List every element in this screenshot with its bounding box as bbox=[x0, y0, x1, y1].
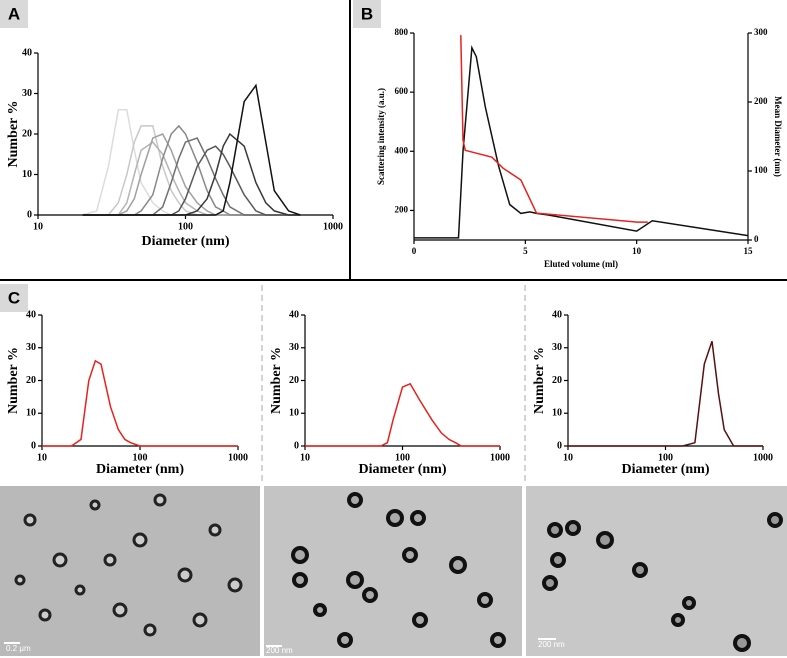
x-tick-label: 0 bbox=[412, 246, 417, 256]
y-tick-label: 30 bbox=[289, 342, 299, 353]
scale-bar-label: 200 nm bbox=[266, 646, 293, 655]
y-axis-label: Number % bbox=[269, 347, 284, 414]
y-tick-label: 20 bbox=[552, 375, 562, 386]
x-tick-label: 10 bbox=[37, 452, 47, 463]
tem-image: 200 nm bbox=[264, 486, 522, 656]
data-line bbox=[42, 359, 238, 447]
y-tick-label: 30 bbox=[552, 342, 562, 353]
data-line bbox=[460, 35, 648, 223]
y-tick-label: 20 bbox=[289, 375, 299, 386]
data-line bbox=[82, 132, 301, 216]
x-tick-label: 1000 bbox=[323, 221, 343, 232]
tem-image: 0.2 µm bbox=[0, 486, 260, 656]
data-line bbox=[82, 124, 301, 216]
panel-label-box bbox=[0, 284, 28, 312]
y2-tick-label: 300 bbox=[754, 27, 768, 37]
x-axis-label: Diameter (nm) bbox=[96, 462, 184, 477]
x-tick-label: 1000 bbox=[753, 452, 773, 463]
y-tick-label: 10 bbox=[289, 408, 299, 419]
y-tick-label: 40 bbox=[289, 309, 299, 320]
y-tick-label: 30 bbox=[26, 342, 36, 353]
y-tick-label: 0 bbox=[27, 209, 32, 220]
y-tick-label: 40 bbox=[552, 309, 562, 320]
y-tick-label: 20 bbox=[22, 128, 32, 139]
data-line bbox=[82, 125, 301, 216]
y-axis-label: Number % bbox=[6, 347, 21, 414]
data-line bbox=[82, 133, 301, 216]
y-tick-label: 800 bbox=[395, 27, 409, 37]
data-line bbox=[568, 340, 763, 447]
tem-image: 200 nm bbox=[526, 486, 787, 656]
x-tick-label: 15 bbox=[744, 246, 754, 256]
y2-tick-label: 100 bbox=[754, 165, 768, 175]
x-tick-label: 100 bbox=[178, 221, 193, 232]
x-axis-label: Diameter (nm) bbox=[622, 462, 710, 477]
x-axis-label: Eluted volume (ml) bbox=[544, 259, 618, 269]
x-tick-label: 1000 bbox=[228, 452, 248, 463]
panel-label: A bbox=[8, 4, 20, 23]
y2-tick-label: 200 bbox=[754, 96, 768, 106]
x-axis-label: Diameter (nm) bbox=[359, 462, 447, 477]
data-line bbox=[82, 108, 301, 216]
y-tick-label: 30 bbox=[22, 88, 32, 99]
x-tick-label: 100 bbox=[395, 452, 410, 463]
y-tick-label: 10 bbox=[552, 408, 562, 419]
y-tick-label: 200 bbox=[395, 204, 409, 214]
panel-label: B bbox=[361, 4, 373, 23]
x-tick-label: 10 bbox=[300, 452, 310, 463]
y-axis-label: Number % bbox=[6, 100, 21, 167]
y-tick-label: 40 bbox=[26, 309, 36, 320]
data-line bbox=[305, 382, 500, 447]
x-tick-label: 10 bbox=[563, 452, 573, 463]
x-tick-label: 100 bbox=[133, 452, 148, 463]
y-tick-label: 10 bbox=[26, 408, 36, 419]
y-tick-label: 10 bbox=[22, 169, 32, 180]
y-tick-label: 40 bbox=[22, 47, 32, 58]
y2-axis-label: Mean Diameter (nm) bbox=[773, 96, 783, 177]
data-line bbox=[414, 45, 749, 239]
x-tick-label: 1000 bbox=[490, 452, 510, 463]
panel-label-box bbox=[0, 0, 28, 28]
y-axis-label: Scattering intensity (a.u.) bbox=[376, 88, 386, 185]
scale-bar-label: 200 nm bbox=[538, 640, 565, 649]
y-tick-label: 20 bbox=[26, 375, 36, 386]
x-tick-label: 10 bbox=[33, 221, 43, 232]
scale-bar-label: 0.2 µm bbox=[6, 644, 31, 653]
panel-label-box bbox=[353, 0, 381, 28]
y2-tick-label: 0 bbox=[754, 234, 759, 244]
panel-label: C bbox=[8, 288, 20, 307]
y-tick-label: 0 bbox=[557, 440, 562, 451]
x-axis-label: Diameter (nm) bbox=[142, 234, 230, 249]
y-tick-label: 0 bbox=[31, 440, 36, 451]
x-tick-label: 10 bbox=[632, 246, 642, 256]
y-tick-label: 0 bbox=[294, 440, 299, 451]
x-tick-label: 5 bbox=[523, 246, 528, 256]
data-line bbox=[82, 83, 301, 216]
x-tick-label: 100 bbox=[658, 452, 673, 463]
y-axis-label: Number % bbox=[532, 347, 547, 414]
y-tick-label: 600 bbox=[395, 86, 409, 96]
y-tick-label: 400 bbox=[395, 145, 409, 155]
